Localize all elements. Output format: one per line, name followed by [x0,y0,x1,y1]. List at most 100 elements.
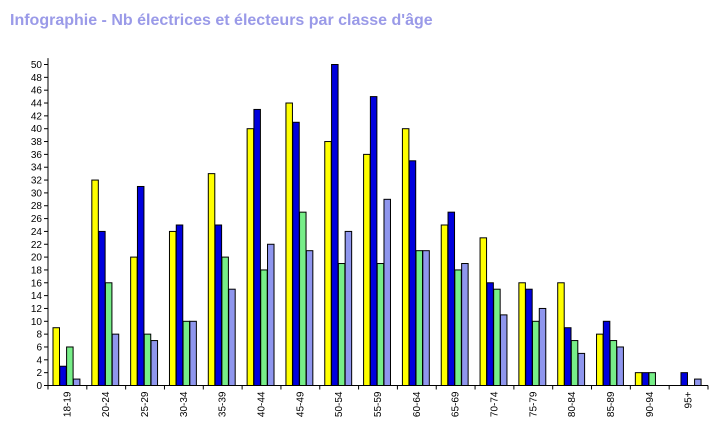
bar-60-64-series-1 [401,128,410,386]
bar-65-69-series-1 [440,224,449,386]
y-tick-label: 16 [31,278,43,289]
bar-18-19-series-4 [72,378,81,386]
x-tick-label: 80-84 [567,391,578,417]
y-tick-label: 30 [31,188,43,199]
x-tick-label: 45-49 [295,391,306,417]
x-tick-label: 90-94 [645,391,656,417]
bars [52,64,702,387]
bar-70-74-series-3 [493,288,501,387]
bar-40-44-series-3 [260,269,268,386]
bar-35-39-series-1 [207,173,216,386]
bar-80-84-series-3 [570,340,579,386]
x-axis: 18-19 20-24 25-29 30-34 35-39 40-44 45-49 50-54… [47,385,709,417]
x-tick-label: 95+ [684,391,695,408]
bar-20-24-series-3 [104,282,113,386]
bar-60-64-series-3 [415,250,424,386]
y-tick-label: 12 [31,304,43,315]
y-tick-label: 46 [31,86,43,97]
y-tick-label: 4 [36,355,42,366]
y-tick-label: 44 [31,99,43,110]
bar-85-89-series-3 [609,340,618,386]
y-tick-label: 26 [31,214,43,225]
x-tick-label: 18-19 [62,391,73,417]
x-tick-label: 35-39 [218,391,229,417]
bar-85-89-series-1 [596,333,604,387]
x-tick-label: 50-54 [334,391,345,417]
bar-35-39-series-2 [214,224,223,386]
bar-40-44-series-2 [253,108,261,386]
bar-45-49-series-2 [292,121,300,386]
x-tick-label: 75-79 [528,391,539,417]
x-tick-label: 85-89 [606,391,617,417]
bar-80-84-series-4 [577,352,586,386]
y-tick-label: 20 [31,253,43,264]
x-tick-label: 70-74 [489,391,500,417]
bar-55-59-series-2 [369,96,378,386]
y-tick-label: 18 [31,265,43,276]
bar-35-39-series-3 [221,256,229,386]
bar-65-69-series-4 [461,263,469,386]
bar-75-79-series-4 [538,307,547,386]
chart-title: Infographie - Nb électrices et électeurs… [10,12,433,29]
bar-25-29-series-1 [130,256,138,386]
bar-90-94-series-1 [634,372,643,387]
y-tick-label: 38 [31,137,43,148]
y-tick-label: 2 [36,368,42,379]
bar-50-54-series-3 [337,263,346,386]
bar-45-49-series-4 [305,250,314,386]
bar-50-54-series-2 [331,64,339,386]
bar-20-24-series-1 [91,179,99,386]
bar-80-84-series-2 [564,327,572,386]
bar-50-54-series-1 [324,141,332,386]
y-tick-label: 22 [31,240,43,251]
x-tick-label: 65-69 [451,391,462,417]
bar-18-19-series-3 [66,346,74,387]
bar-35-39-series-4 [228,288,236,387]
bar-80-84-series-1 [557,282,565,386]
bar-85-89-series-4 [616,346,624,387]
bar-90-94-series-2 [641,372,650,387]
y-tick-label: 34 [31,163,43,174]
bar-75-79-series-3 [531,320,540,386]
y-tick-label: 6 [36,342,42,353]
x-tick-label: 40-44 [257,391,268,417]
y-tick-label: 28 [31,201,43,212]
bar-75-79-series-1 [518,282,526,386]
y-tick-label: 0 [36,381,42,392]
bar-65-69-series-2 [447,211,456,386]
x-tick-label: 20-24 [101,391,112,417]
y-tick-label: 14 [31,291,43,302]
bar-30-34-series-2 [175,224,184,386]
y-tick-label: 8 [36,330,42,341]
bar-60-64-series-4 [422,250,430,386]
bar-20-24-series-4 [111,333,120,387]
bar-45-49-series-3 [299,211,307,386]
bar-95+-series-4 [694,378,702,386]
bar-20-24-series-2 [98,230,106,386]
bar-55-59-series-4 [383,198,391,386]
bar-25-29-series-4 [150,340,159,386]
y-tick-label: 48 [31,73,43,84]
y-tick-label: 40 [31,124,43,135]
bar-65-69-series-3 [454,269,462,386]
bar-55-59-series-1 [363,153,371,386]
bar-18-19-series-1 [52,327,60,386]
bar-85-89-series-2 [602,320,611,386]
y-tick-label: 32 [31,176,43,187]
x-tick-label: 30-34 [179,391,190,417]
y-tick-label: 10 [31,317,43,328]
x-tick-label: 25-29 [140,391,151,417]
bar-30-34-series-1 [168,230,177,386]
x-tick-label: 55-59 [373,391,384,417]
bar-70-74-series-2 [486,282,494,386]
bar-60-64-series-2 [408,160,417,386]
bar-50-54-series-4 [344,230,353,386]
bar-30-34-series-4 [189,320,197,386]
x-tick-label: 60-64 [412,391,423,417]
bar-70-74-series-4 [499,314,508,387]
bar-55-59-series-3 [376,263,385,386]
bar-40-44-series-1 [246,128,255,386]
bar-90-94-series-3 [648,372,656,387]
bar-25-29-series-2 [136,185,145,386]
bar-45-49-series-1 [285,102,293,387]
